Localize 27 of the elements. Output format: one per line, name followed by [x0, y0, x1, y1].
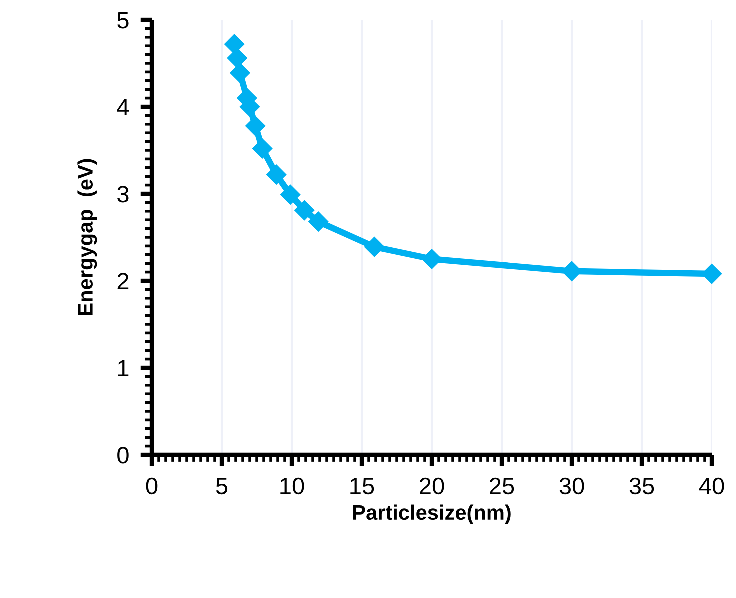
x-tick-label: 20: [420, 478, 444, 495]
x-tick-label: 10: [280, 478, 304, 495]
point: [245, 116, 266, 136]
point: [252, 138, 273, 160]
point: [280, 184, 301, 206]
point: [266, 164, 287, 186]
x-tick-label: 40: [699, 478, 724, 495]
y-tick-label: 3: [118, 186, 129, 203]
point: [230, 62, 250, 84]
y-tick-label: 5: [118, 12, 129, 29]
point: [224, 34, 245, 55]
x-tick-label: 30: [560, 478, 584, 495]
y-tick-label: 4: [117, 99, 130, 116]
point: [308, 212, 329, 232]
x-tick-label: 15: [350, 478, 374, 495]
y-axis-title: Energygap (eV): [78, 159, 98, 316]
point: [227, 48, 248, 69]
x-tick-label: 0: [146, 478, 158, 495]
y-tick-label: 1: [118, 360, 129, 377]
point: [294, 200, 315, 221]
x-tick-label: 25: [490, 478, 514, 495]
point: [364, 236, 385, 258]
y-tick-label: 0: [118, 447, 129, 464]
x-tick-label: 5: [216, 478, 228, 495]
x-tick-label: 35: [630, 478, 654, 495]
x-axis-title: Particlesize(nm): [354, 504, 511, 524]
y-tick-label: 2: [118, 273, 129, 290]
